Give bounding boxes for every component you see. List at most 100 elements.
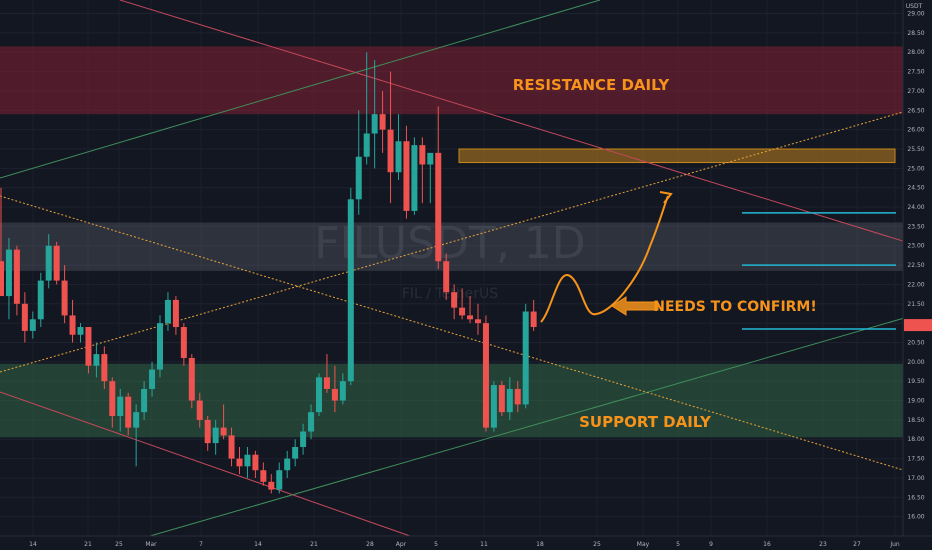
- candle-body[interactable]: [188, 357, 195, 401]
- y-tick-label: 16.50: [907, 494, 924, 501]
- candle-body[interactable]: [204, 419, 211, 444]
- y-tick-label: 16.00: [907, 514, 924, 521]
- trendline-green-upper[interactable]: [0, 0, 601, 179]
- candle-body[interactable]: [141, 388, 148, 413]
- trendline-dotted-orange-down[interactable]: [0, 195, 904, 471]
- candle-body[interactable]: [387, 129, 394, 173]
- candle-body[interactable]: [37, 280, 44, 320]
- x-tick-label: Apr: [396, 541, 407, 548]
- candle-body[interactable]: [331, 388, 338, 401]
- candle-body[interactable]: [459, 307, 466, 316]
- y-tick-label: 24.50: [907, 185, 924, 192]
- candle-body[interactable]: [93, 354, 100, 366]
- candle-body[interactable]: [61, 280, 68, 316]
- candle-body[interactable]: [133, 412, 140, 428]
- candle-body[interactable]: [308, 412, 315, 432]
- candle-body[interactable]: [109, 381, 116, 417]
- candle-body[interactable]: [29, 319, 36, 331]
- candle-body[interactable]: [403, 141, 410, 211]
- candle-body[interactable]: [419, 145, 426, 165]
- candle-body[interactable]: [117, 396, 124, 417]
- candle-body[interactable]: [77, 327, 84, 335]
- gray-zone[interactable]: [0, 222, 903, 271]
- candle-body[interactable]: [85, 327, 92, 366]
- y-tick-label: 20.50: [907, 339, 924, 346]
- candle-body[interactable]: [467, 315, 474, 320]
- trendline-green-lower[interactable]: [149, 309, 932, 537]
- y-tick-label: 29.00: [907, 11, 924, 18]
- x-tick-label: 5: [434, 541, 438, 548]
- candle-body[interactable]: [451, 292, 458, 308]
- candle-body[interactable]: [172, 299, 179, 328]
- candle-body[interactable]: [21, 303, 28, 331]
- candle-body[interactable]: [339, 381, 346, 401]
- candle-body[interactable]: [355, 156, 362, 200]
- candle-body[interactable]: [45, 245, 52, 281]
- projection-path[interactable]: [540, 195, 669, 323]
- candle-body[interactable]: [475, 319, 481, 324]
- candle-body[interactable]: [220, 427, 227, 436]
- candle-body[interactable]: [157, 323, 163, 370]
- candle-body[interactable]: [149, 369, 156, 389]
- candle-body[interactable]: [347, 199, 354, 382]
- x-tick-label: 21: [310, 541, 318, 548]
- x-tick-label: Mar: [145, 541, 157, 548]
- candle-body[interactable]: [268, 481, 275, 490]
- candle-body[interactable]: [498, 385, 505, 413]
- candle-body[interactable]: [252, 454, 259, 471]
- candle-body[interactable]: [316, 377, 322, 413]
- x-tick-label: 25: [593, 541, 601, 548]
- candle-body[interactable]: [300, 431, 307, 447]
- trendline-dotted-orange[interactable]: [0, 111, 904, 373]
- candle-body[interactable]: [212, 427, 219, 444]
- candle-body[interactable]: [101, 354, 108, 382]
- candle-body[interactable]: [125, 396, 132, 428]
- candle-body[interactable]: [522, 311, 529, 405]
- candle-body[interactable]: [443, 261, 450, 293]
- price-axis[interactable]: [903, 0, 932, 550]
- candle-body[interactable]: [228, 435, 235, 459]
- y-tick-label: 22.00: [907, 281, 924, 288]
- x-tick-label: 14: [254, 541, 262, 548]
- candle-body[interactable]: [0, 261, 4, 297]
- candle-body[interactable]: [427, 152, 434, 165]
- candle-body[interactable]: [371, 114, 378, 134]
- candle-body[interactable]: [13, 249, 20, 304]
- candle-body[interactable]: [196, 400, 203, 420]
- candle-body[interactable]: [395, 141, 402, 173]
- candle-body[interactable]: [69, 315, 76, 335]
- candle-body[interactable]: [276, 470, 283, 490]
- candle-body[interactable]: [482, 323, 489, 428]
- candle-body[interactable]: [164, 299, 171, 324]
- resistance-zone[interactable]: [0, 46, 903, 115]
- candle-body[interactable]: [236, 458, 243, 467]
- candle-body[interactable]: [530, 311, 537, 328]
- candle-body[interactable]: [490, 385, 497, 428]
- candle-body[interactable]: [411, 145, 418, 211]
- candle-body[interactable]: [180, 327, 187, 358]
- candle-body[interactable]: [379, 114, 386, 130]
- y-tick-label: 19.50: [907, 378, 924, 385]
- candle-body[interactable]: [514, 388, 521, 405]
- candle-body[interactable]: [5, 249, 12, 297]
- price-badge: [904, 319, 932, 332]
- candle-body[interactable]: [323, 377, 330, 389]
- x-tick-label: 18: [536, 541, 544, 548]
- candle-body[interactable]: [292, 446, 299, 459]
- candle-body[interactable]: [506, 388, 513, 413]
- candle-body[interactable]: [260, 470, 267, 482]
- trendline-red-upper[interactable]: [119, 0, 932, 251]
- y-tick-label: 26.50: [907, 107, 924, 114]
- candle-body[interactable]: [363, 133, 370, 157]
- candle-body[interactable]: [284, 458, 291, 471]
- y-tick-label: 27.50: [907, 69, 924, 76]
- orange-zone[interactable]: [458, 148, 896, 164]
- time-axis[interactable]: [0, 536, 932, 550]
- candle-body[interactable]: [435, 152, 442, 262]
- candle-body[interactable]: [244, 454, 251, 467]
- candle-body[interactable]: [53, 245, 60, 281]
- y-tick-label: 19.00: [907, 398, 924, 405]
- trendline-red-lower[interactable]: [0, 391, 411, 537]
